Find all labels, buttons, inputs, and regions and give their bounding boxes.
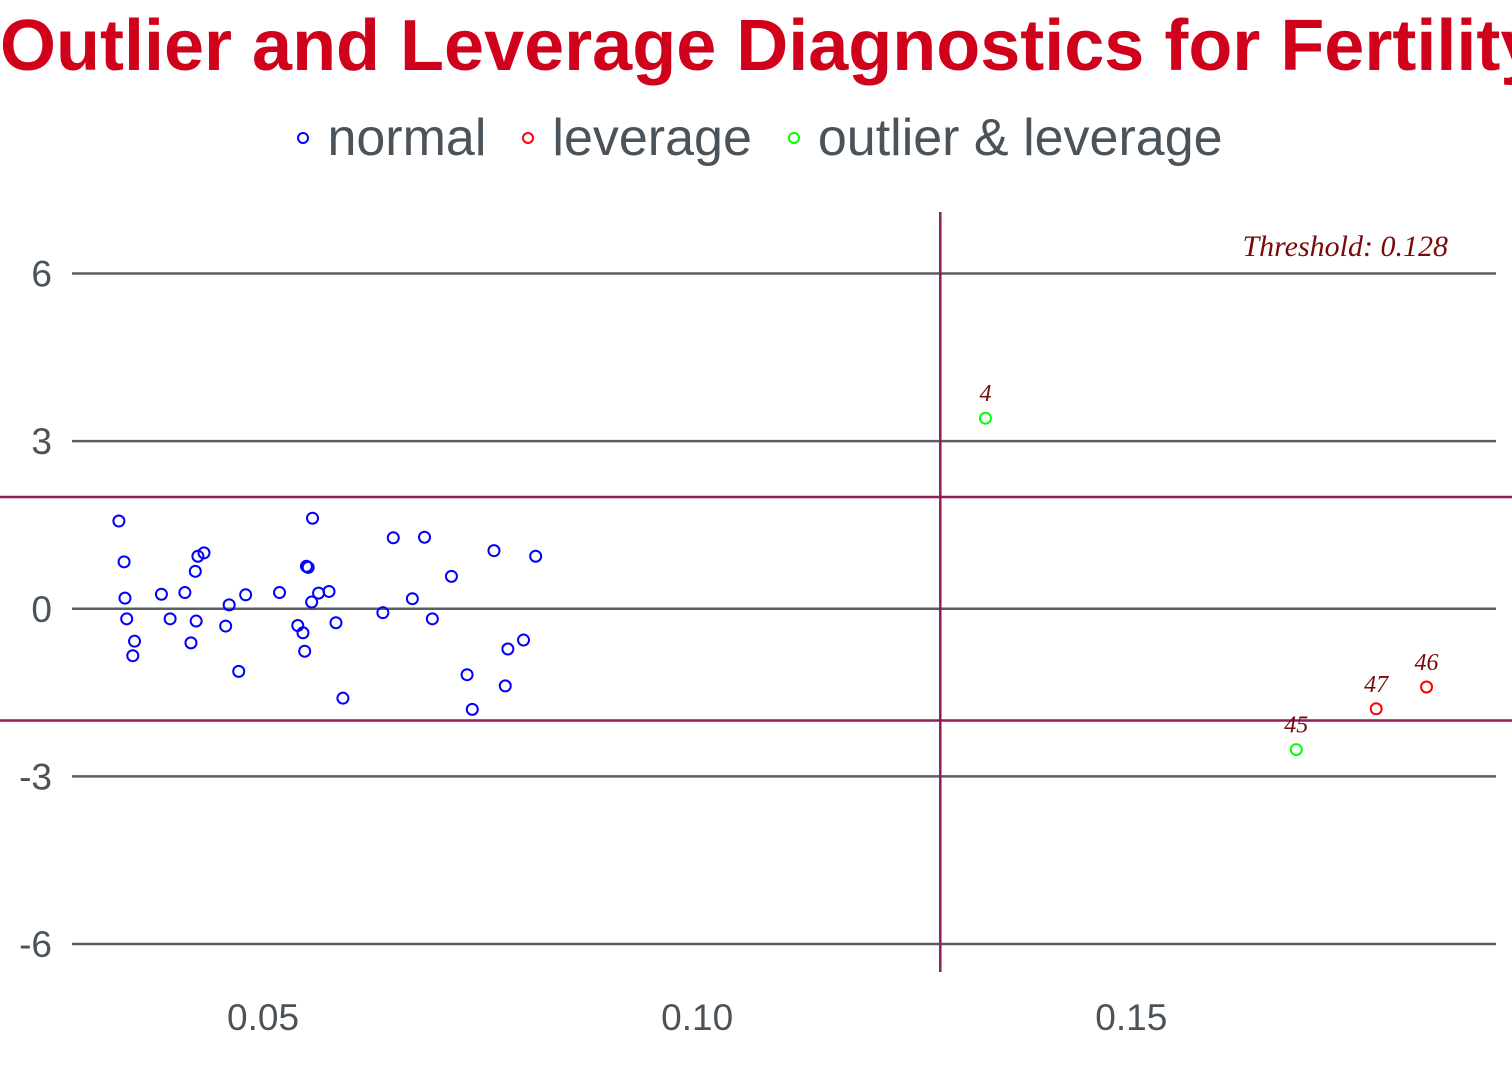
point-leverage-1 <box>1420 680 1434 694</box>
data-points <box>112 411 1434 757</box>
point-normal-34 <box>425 612 439 626</box>
point-normal-32 <box>405 592 419 606</box>
point-normal-21 <box>298 644 312 658</box>
point-normal-3 <box>120 612 134 626</box>
legend-item-normal: normal <box>289 108 486 168</box>
point-normal-10 <box>189 614 203 628</box>
point-normal-37 <box>465 702 479 716</box>
grid-lines <box>72 272 1496 946</box>
point-normal-41 <box>517 633 531 647</box>
y-tick-label-1: -3 <box>19 756 52 797</box>
point-normal-5 <box>128 634 142 648</box>
point-normal-36 <box>460 668 474 682</box>
point-normal-7 <box>163 612 177 626</box>
chart-title: Outlier and Leverage Diagnostics for Fer… <box>0 6 1512 86</box>
point-normal-23 <box>301 560 315 574</box>
y-tick-label-2: 0 <box>31 589 52 630</box>
legend-label-leverage: leverage <box>552 109 752 167</box>
point-normal-0 <box>112 514 126 528</box>
point-normal-1 <box>117 555 131 569</box>
point-normal-8 <box>178 586 192 600</box>
point-normal-24 <box>305 595 319 609</box>
point-normal-18 <box>273 586 287 600</box>
legend-key-normal <box>289 124 317 152</box>
point-normal-14 <box>219 619 233 633</box>
legend-label-outlier-leverage: outlier & leverage <box>817 109 1223 167</box>
point-normal-30 <box>376 606 390 620</box>
point-normal-15 <box>222 598 236 612</box>
point-normal-20 <box>296 626 310 640</box>
point-label-46: 46 <box>1415 650 1439 676</box>
point-normal-6 <box>154 587 168 601</box>
point-normal-4 <box>126 649 140 663</box>
legend: normal leverage outlier & leverage <box>0 108 1512 168</box>
point-normal-26 <box>312 586 326 600</box>
legend-item-leverage: leverage <box>514 108 752 168</box>
legend-label-normal: normal <box>327 109 487 167</box>
point-normal-38 <box>487 544 501 558</box>
x-tick-label-1: 0.10 <box>661 997 733 1038</box>
legend-item-outlier-leverage: outlier & leverage <box>780 108 1223 168</box>
point-normal-17 <box>239 588 253 602</box>
point-label-45: 45 <box>1284 713 1308 739</box>
point-outlier-leverage-0 <box>978 411 992 425</box>
point-label-47: 47 <box>1364 672 1389 698</box>
point-normal-9 <box>184 636 198 650</box>
legend-key-leverage <box>514 124 542 152</box>
point-label-4: 4 <box>979 381 991 407</box>
point-normal-31 <box>386 531 400 545</box>
point-normal-11 <box>188 564 202 578</box>
y-tick-label-4: 6 <box>31 253 52 294</box>
reference-lines <box>0 212 1512 972</box>
x-tick-label-2: 0.15 <box>1095 997 1167 1038</box>
point-normal-42 <box>529 549 543 563</box>
y-tick-label-0: -6 <box>19 924 52 965</box>
point-normal-39 <box>498 679 512 693</box>
point-normal-35 <box>444 569 458 583</box>
threshold-label: Threshold: 0.128 <box>1242 230 1448 263</box>
point-labels: 47 46 4 45 <box>979 381 1438 738</box>
point-normal-40 <box>501 642 515 656</box>
tick-labels: -6 -3 0 3 6 0.05 0.10 0.15 <box>19 253 1167 1038</box>
point-normal-33 <box>418 530 432 544</box>
x-tick-label-0: 0.05 <box>227 997 299 1038</box>
point-normal-13 <box>197 546 211 560</box>
point-normal-2 <box>118 591 132 605</box>
legend-key-outlier-leverage <box>780 124 808 152</box>
y-tick-label-3: 3 <box>31 421 52 462</box>
point-normal-16 <box>232 664 246 678</box>
point-normal-25 <box>306 511 320 525</box>
point-normal-27 <box>322 584 336 598</box>
point-outlier-leverage-1 <box>1289 743 1303 757</box>
point-leverage-0 <box>1369 702 1383 716</box>
point-normal-29 <box>336 691 350 705</box>
point-normal-28 <box>329 616 343 630</box>
